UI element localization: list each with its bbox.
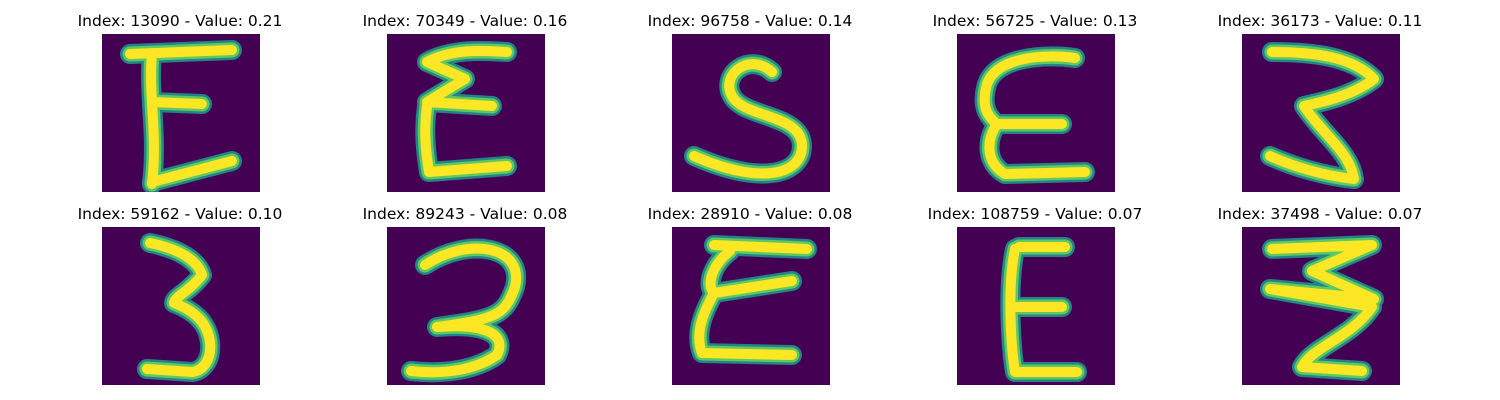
character-stroke — [1265, 47, 1379, 184]
handwritten-character-image — [672, 34, 830, 192]
image-panel: Index: 59162 - Value: 0.10 — [65, 205, 295, 395]
character-stroke — [125, 45, 237, 189]
image-panel: Index: 70349 - Value: 0.16 — [350, 12, 580, 202]
handwritten-character-image — [957, 34, 1115, 192]
panel-title: Index: 59162 - Value: 0.10 — [77, 205, 283, 223]
panel-title: Index: 108759 - Value: 0.07 — [927, 205, 1143, 223]
panel-title: Index: 70349 - Value: 0.16 — [362, 12, 568, 30]
handwritten-character-image — [1242, 34, 1400, 192]
image-panel: Index: 37498 - Value: 0.07 — [1205, 205, 1435, 395]
panel-title: Index: 56725 - Value: 0.13 — [932, 12, 1138, 30]
handwritten-character-image — [102, 34, 260, 192]
character-stroke — [1265, 240, 1379, 376]
handwritten-character-image — [387, 34, 545, 192]
image-panel: Index: 36173 - Value: 0.11 — [1205, 12, 1435, 202]
character-stroke — [420, 45, 512, 177]
character-stroke — [979, 51, 1090, 179]
handwritten-character-image — [672, 227, 830, 385]
character-stroke — [694, 240, 812, 360]
handwritten-character-image — [102, 227, 260, 385]
image-panel: Index: 28910 - Value: 0.08 — [635, 205, 865, 395]
character-stroke — [406, 243, 522, 378]
image-panel: Index: 89243 - Value: 0.08 — [350, 205, 580, 395]
image-panel: Index: 13090 - Value: 0.21 — [65, 12, 295, 202]
panel-title: Index: 36173 - Value: 0.11 — [1217, 12, 1423, 30]
panel-title: Index: 37498 - Value: 0.07 — [1217, 205, 1423, 223]
handwritten-character-image — [1242, 227, 1400, 385]
panel-title: Index: 96758 - Value: 0.14 — [647, 12, 853, 30]
character-stroke — [1005, 242, 1082, 377]
panel-title: Index: 28910 - Value: 0.08 — [647, 205, 853, 223]
character-stroke — [142, 238, 216, 377]
handwritten-character-image — [957, 227, 1115, 385]
image-panel: Index: 56725 - Value: 0.13 — [920, 12, 1150, 202]
handwritten-character-image — [387, 227, 545, 385]
panel-title: Index: 89243 - Value: 0.08 — [362, 205, 568, 223]
image-panel: Index: 96758 - Value: 0.14 — [635, 12, 865, 202]
image-panel: Index: 108759 - Value: 0.07 — [920, 205, 1150, 395]
panel-title: Index: 13090 - Value: 0.21 — [77, 12, 283, 30]
character-stroke — [689, 59, 807, 179]
